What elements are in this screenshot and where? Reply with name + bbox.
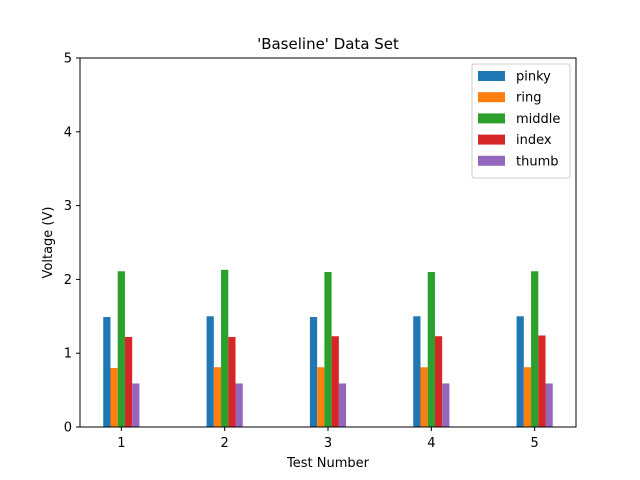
bar-ring-3 xyxy=(317,367,325,427)
bar-index-1 xyxy=(124,336,133,427)
legend-swatch-pinky xyxy=(478,71,505,81)
bar-middle-1 xyxy=(117,271,125,427)
x-tick-label: 3 xyxy=(324,436,332,451)
x-tick-label: 4 xyxy=(427,436,435,451)
bars-layer xyxy=(103,269,553,427)
bar-index-4 xyxy=(434,336,443,427)
legend-label-thumb: thumb xyxy=(516,154,559,169)
x-tick-label: 5 xyxy=(531,436,539,451)
bar-ring-1 xyxy=(110,367,118,427)
y-tick-label: 4 xyxy=(64,125,72,140)
bar-pinky-3 xyxy=(309,317,318,427)
y-axis-label: Voltage (V) xyxy=(41,207,56,279)
x-axis: 1 2 3 4 5 xyxy=(117,427,539,451)
legend-label-middle: middle xyxy=(516,112,560,127)
legend-swatch-ring xyxy=(478,92,505,103)
y-tick-label: 0 xyxy=(64,421,72,436)
y-tick-label: 1 xyxy=(64,347,72,362)
y-tick-label: 2 xyxy=(64,273,72,288)
bar-thumb-1 xyxy=(132,383,140,427)
legend-swatch-thumb xyxy=(478,155,505,166)
bar-ring-4 xyxy=(420,367,428,427)
bar-ring-5 xyxy=(523,367,532,427)
bar-middle-2 xyxy=(221,269,229,427)
legend-label-index: index xyxy=(516,133,552,148)
bar-pinky-2 xyxy=(206,316,214,427)
legend: pinky ring middle index thumb xyxy=(471,63,571,179)
bar-pinky-1 xyxy=(103,317,111,427)
bar-index-2 xyxy=(228,336,236,427)
bar-index-5 xyxy=(538,335,546,427)
x-tick-label: 1 xyxy=(117,436,125,451)
bar-middle-5 xyxy=(531,271,539,427)
bar-thumb-5 xyxy=(545,383,553,427)
x-tick-label: 2 xyxy=(221,436,229,451)
bar-index-3 xyxy=(331,336,339,427)
y-tick-label: 5 xyxy=(64,52,72,67)
bar-ring-2 xyxy=(213,367,222,427)
legend-label-ring: ring xyxy=(516,91,541,106)
bar-pinky-5 xyxy=(516,316,524,427)
bar-middle-4 xyxy=(427,272,435,427)
bar-middle-3 xyxy=(324,272,332,427)
bar-thumb-3 xyxy=(338,383,347,427)
legend-swatch-middle xyxy=(478,113,505,124)
chart-title: 'Baseline' Data Set xyxy=(257,35,399,53)
bar-thumb-4 xyxy=(442,383,450,427)
y-tick-label: 3 xyxy=(64,199,72,214)
legend-label-pinky: pinky xyxy=(516,70,551,85)
bar-pinky-4 xyxy=(413,316,421,427)
bar-thumb-2 xyxy=(235,383,243,427)
y-axis: 0 1 2 3 4 5 xyxy=(64,52,80,436)
x-axis-label: Test Number xyxy=(286,456,370,471)
legend-swatch-index xyxy=(478,134,505,145)
